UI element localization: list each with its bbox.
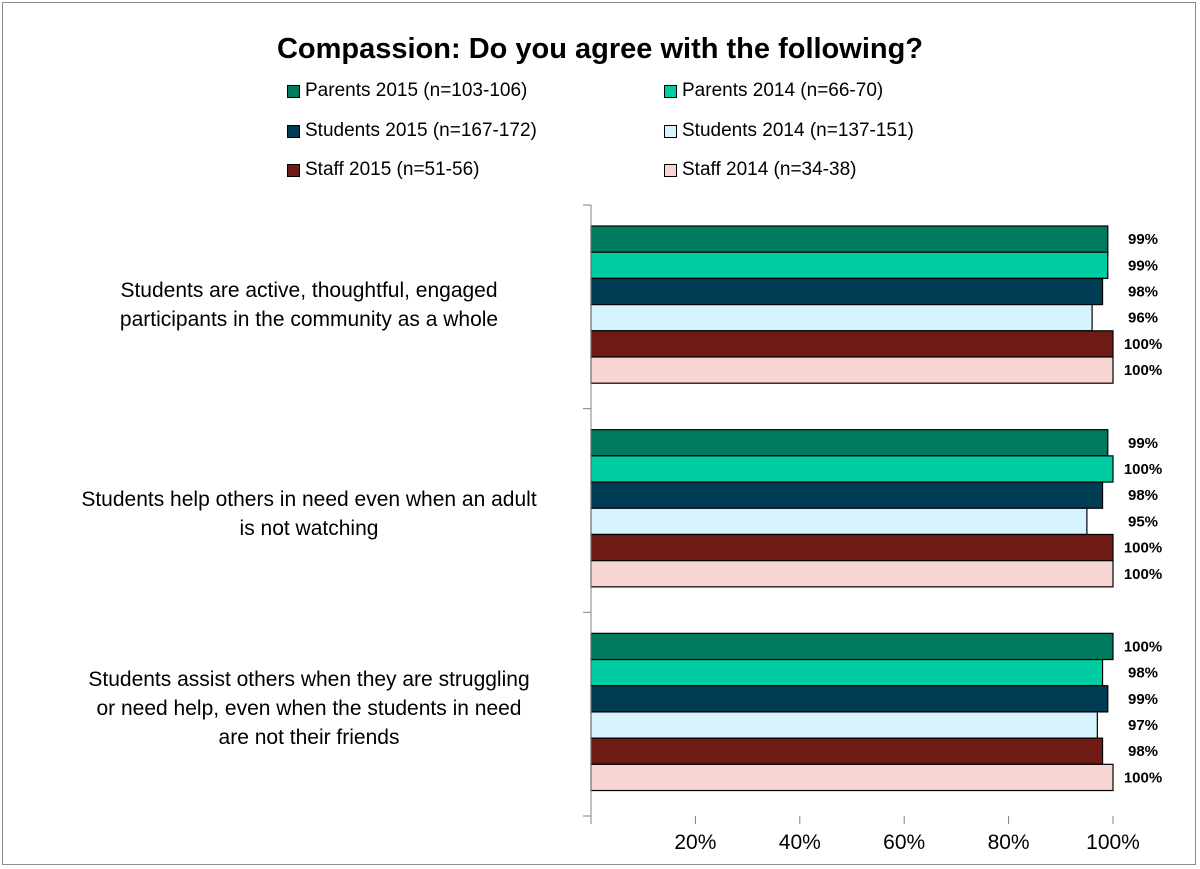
value-label: 100% [1124,362,1162,379]
value-label: 98% [1128,743,1158,760]
legend-swatch-staff-2014 [664,163,677,177]
legend-swatch-students-2015 [287,124,300,138]
bar-1-2 [590,481,1104,509]
value-label: 100% [1124,566,1162,583]
legend-label-staff-2015: Staff 2015 (n=51-56) [305,159,480,180]
category-label-assist-others: Students assist others when they are str… [39,665,579,752]
bar-1-3 [590,507,1088,536]
x-tick-label: 40% [779,831,821,854]
legend-item-parents-2015: Parents 2015 (n=103-106) [287,79,527,103]
legend-swatch-students-2014 [664,124,677,138]
value-label: 100% [1124,336,1162,353]
legend-swatch-staff-2015 [287,163,300,177]
category-label-line: participants in the community as a whole [119,308,499,331]
legend-label-students-2015: Students 2015 (n=167-172) [305,120,537,141]
bar-0-5 [590,356,1114,384]
bar-0-3 [590,304,1093,332]
legend-label-parents-2015: Parents 2015 (n=103-106) [305,80,528,101]
category-label-line: Students are active, thoughtful, engaged [120,279,498,302]
legend-item-staff-2014: Staff 2014 (n=34-38) [664,158,856,182]
legend-label-staff-2014: Staff 2014 (n=34-38) [682,159,857,180]
bar-0-0 [590,225,1109,253]
bar-1-0 [590,429,1109,457]
bar-2-3 [590,711,1098,739]
bar-1-4 [590,533,1114,562]
value-label: 98% [1128,487,1158,504]
legend-item-staff-2015: Staff 2015 (n=51-56) [287,158,479,182]
category-label-line: are not their friends [218,726,400,749]
bar-2-1 [590,658,1104,687]
category-label-line: or need help, even when the students in … [96,697,522,720]
legend-item-parents-2014: Parents 2014 (n=66-70) [664,79,883,103]
category-label-line: Students help others in need even when a… [81,488,537,511]
bar-1-5 [590,560,1114,588]
bar-2-5 [590,763,1114,792]
chart-title: Compassion: Do you agree with the follow… [276,33,924,65]
value-label: 100% [1124,769,1162,786]
value-label: 95% [1128,513,1158,530]
x-tick-label: 20% [674,831,716,854]
bar-2-2 [590,685,1109,713]
value-label: 99% [1128,231,1158,248]
legend-swatch-parents-2014 [664,84,677,98]
legend-swatch-parents-2015 [287,84,300,98]
x-tick-label: 100% [1086,831,1140,854]
value-label: 98% [1128,665,1158,682]
value-label: 100% [1124,540,1162,557]
category-label-line: is not watching [239,517,379,540]
legend-item-students-2015: Students 2015 (n=167-172) [287,119,537,143]
value-label: 100% [1124,461,1162,478]
legend-label-parents-2014: Parents 2014 (n=66-70) [682,80,884,101]
value-label: 99% [1128,257,1158,274]
bar-plot: 99% 99% 98% 96% 100% 100% 99% 100% 98% 95% 100% 100… [583,204,1162,854]
bar-0-2 [590,277,1104,306]
legend-label-students-2014: Students 2014 (n=137-151) [682,120,914,141]
bar-2-0 [590,632,1114,661]
value-label: 100% [1124,638,1162,655]
value-label: 96% [1128,310,1158,327]
category-label-line: Students assist others when they are str… [88,668,530,691]
x-tick-label: 80% [988,831,1030,854]
x-tick-label: 60% [883,831,925,854]
value-label: 99% [1128,435,1158,452]
bar-0-1 [590,251,1109,279]
value-label: 97% [1128,717,1158,734]
category-label-active-participants: Students are active, thoughtful, engaged… [39,276,579,334]
value-label: 98% [1128,284,1158,301]
bar-2-4 [590,737,1104,765]
bar-1-1 [590,455,1114,483]
value-label: 99% [1128,691,1158,708]
category-label-help-others: Students help others in need even when a… [39,485,579,543]
legend-item-students-2014: Students 2014 (n=137-151) [664,119,914,143]
bar-0-4 [590,330,1114,358]
